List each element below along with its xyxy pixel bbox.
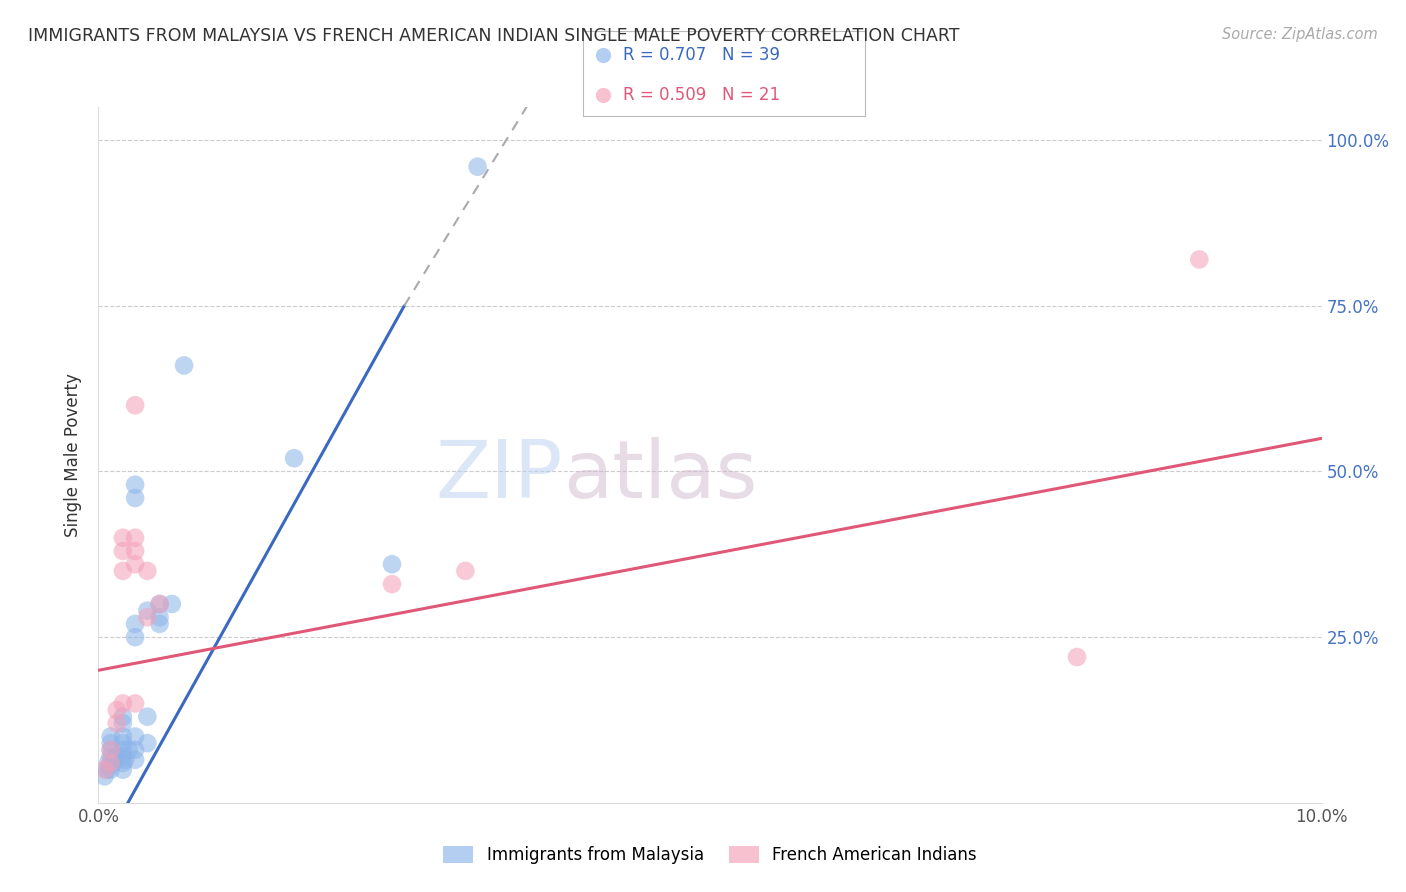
Text: R = 0.707   N = 39: R = 0.707 N = 39 [623, 46, 780, 64]
Point [97, 756, 120, 770]
Point [124, 558, 146, 572]
Point [111, 743, 134, 757]
Point [149, 616, 172, 631]
Point [105, 703, 128, 717]
Point [124, 477, 146, 491]
Point [124, 753, 146, 767]
Point [111, 756, 134, 770]
Point [103, 753, 125, 767]
Point [454, 564, 477, 578]
Point [136, 564, 159, 578]
Point [111, 697, 134, 711]
Text: atlas: atlas [564, 437, 758, 515]
Point [111, 749, 134, 764]
Point [118, 743, 141, 757]
Point [96, 763, 118, 777]
Point [111, 716, 134, 731]
Point [381, 558, 404, 572]
Point [101, 756, 124, 770]
Point [124, 697, 146, 711]
Point [124, 531, 146, 545]
Point [100, 743, 122, 757]
Point [100, 736, 122, 750]
Point [136, 736, 159, 750]
Text: IMMIGRANTS FROM MALAYSIA VS FRENCH AMERICAN INDIAN SINGLE MALE POVERTY CORRELATI: IMMIGRANTS FROM MALAYSIA VS FRENCH AMERI… [28, 27, 960, 45]
Point [100, 749, 122, 764]
Point [1066, 650, 1088, 665]
Point [105, 716, 128, 731]
Point [111, 531, 134, 545]
Point [93, 769, 115, 783]
Point [111, 564, 134, 578]
Point [173, 359, 195, 373]
Point [124, 544, 146, 558]
Point [124, 616, 146, 631]
Text: R = 0.509   N = 21: R = 0.509 N = 21 [623, 86, 780, 103]
Point [100, 730, 122, 744]
Point [124, 491, 146, 505]
Point [149, 597, 172, 611]
Point [105, 749, 128, 764]
Text: Source: ZipAtlas.com: Source: ZipAtlas.com [1222, 27, 1378, 42]
Point [160, 597, 183, 611]
Point [124, 630, 146, 644]
Point [124, 398, 146, 412]
Point [100, 756, 122, 770]
Point [100, 743, 122, 757]
Text: ZIP: ZIP [436, 437, 564, 515]
Point [111, 763, 134, 777]
Point [114, 753, 136, 767]
Point [111, 730, 134, 744]
Point [136, 610, 159, 624]
Point [283, 451, 305, 466]
Point [136, 604, 159, 618]
Point [100, 763, 122, 777]
Point [136, 709, 159, 723]
Point [111, 544, 134, 558]
Y-axis label: Single Male Poverty: Single Male Poverty [65, 373, 83, 537]
Point [467, 160, 489, 174]
Point [124, 730, 146, 744]
Point [124, 743, 146, 757]
Point [111, 736, 134, 750]
Point [1188, 252, 1211, 267]
Point [149, 610, 172, 624]
Point [381, 577, 404, 591]
Point [149, 597, 172, 611]
Point [111, 709, 134, 723]
Legend: Immigrants from Malaysia, French American Indians: Immigrants from Malaysia, French America… [437, 839, 983, 871]
Point [93, 763, 115, 777]
